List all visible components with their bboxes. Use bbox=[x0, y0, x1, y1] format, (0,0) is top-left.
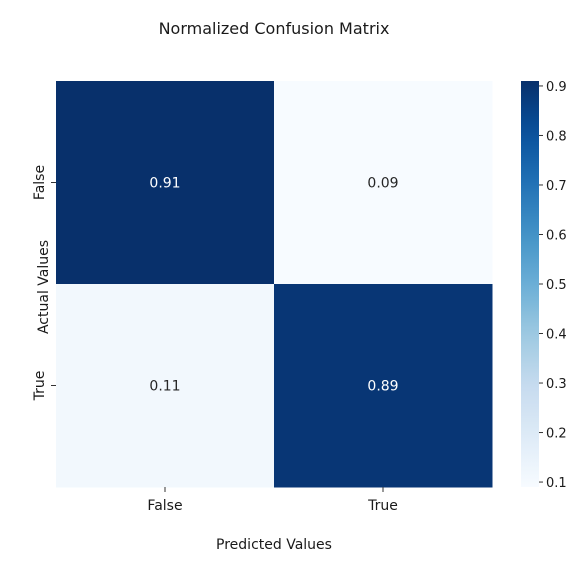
colorbar-tick-label: 0.9 bbox=[546, 80, 567, 95]
colorbar-ticks: 0.1 0.2 0.3 0.4 0.5 0.6 0.7 0.8 0.9 bbox=[539, 80, 567, 491]
colorbar-tick-label: 0.7 bbox=[546, 179, 567, 194]
heatmap-cell bbox=[274, 284, 493, 488]
colorbar-tick-label: 0.3 bbox=[546, 377, 567, 392]
heatmap-cell bbox=[56, 284, 275, 488]
colorbar-tick-label: 0.2 bbox=[546, 427, 567, 442]
cell-value-label: 0.11 bbox=[149, 379, 180, 395]
heatmap-grid: 0.91 0.09 0.11 0.89 bbox=[56, 81, 493, 488]
y-tick-label: False bbox=[32, 165, 48, 200]
colorbar-tick-label: 0.4 bbox=[546, 328, 567, 343]
y-axis-ticks: False True bbox=[32, 165, 56, 401]
x-tick-label: False bbox=[147, 498, 182, 514]
heatmap-cell bbox=[56, 81, 275, 285]
colorbar bbox=[521, 81, 539, 487]
y-axis-label: Actual Values bbox=[36, 240, 52, 334]
colorbar-tick-label: 0.5 bbox=[546, 278, 567, 293]
cell-value-label: 0.89 bbox=[367, 379, 398, 395]
x-tick-label: True bbox=[367, 498, 398, 514]
colorbar-tick-label: 0.8 bbox=[546, 129, 567, 144]
y-tick-label: True bbox=[32, 371, 48, 402]
x-axis-label: Predicted Values bbox=[216, 537, 332, 553]
heatmap-cell bbox=[274, 81, 493, 285]
colorbar-tick-label: 0.6 bbox=[546, 228, 567, 243]
colorbar-tick-label: 0.1 bbox=[546, 476, 567, 491]
x-axis-ticks: False True bbox=[147, 487, 398, 514]
cell-value-label: 0.91 bbox=[149, 176, 180, 192]
cell-value-label: 0.09 bbox=[367, 176, 398, 192]
chart-title: Normalized Confusion Matrix bbox=[159, 19, 390, 38]
